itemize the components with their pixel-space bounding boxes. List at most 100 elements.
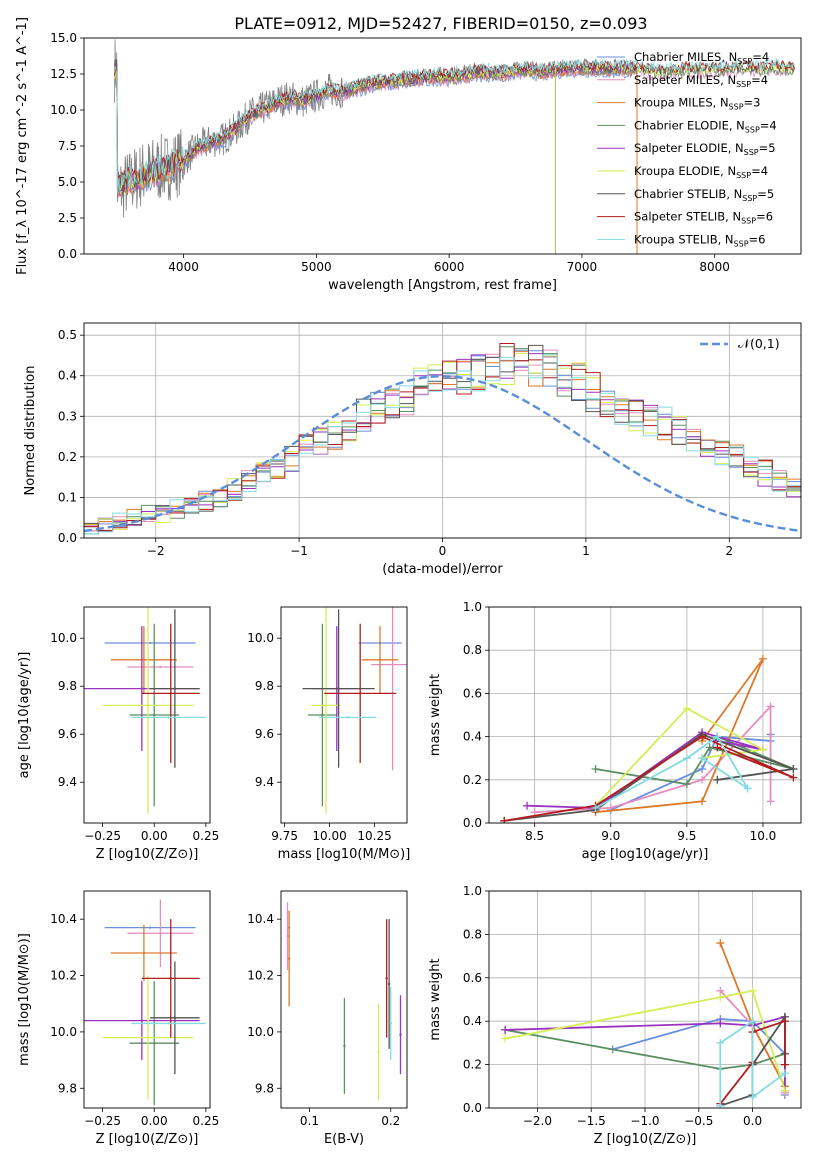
y-tick-label: 0.1: [58, 490, 77, 504]
y-tick-label: 9.4: [58, 775, 77, 789]
weight-marker: [716, 993, 725, 1002]
weight-marker: [682, 754, 691, 763]
x-tick-label: −0.5: [684, 1114, 713, 1128]
weight-marker: [500, 816, 509, 823]
legend-series-name: Kroupa STELIB, N: [634, 232, 734, 246]
errorbars: [84, 899, 206, 1106]
weight-marker: [501, 1025, 510, 1034]
x-axis-label: age [log10(age/yr)]: [582, 847, 709, 862]
y-tick-label: 0.6: [463, 686, 482, 700]
errorbars: [302, 607, 407, 814]
x-tick-label: 7000: [567, 260, 598, 274]
y-tick-label: 0.2: [58, 450, 77, 464]
weight-marker: [716, 939, 725, 948]
hist-step: [84, 354, 801, 535]
errorbar-center: [146, 704, 150, 707]
y-tick-label: 0.4: [463, 1014, 482, 1028]
legend-series-name: Chabrier MILES, N: [634, 50, 737, 64]
y-tick-label: 9.8: [255, 679, 274, 693]
legend-subscript: SSP: [742, 194, 757, 203]
errorbar-center: [287, 957, 291, 960]
y-tick-label: 0.6: [463, 971, 482, 985]
y-tick-label: 5.0: [58, 175, 77, 189]
errorbar-center: [148, 926, 152, 929]
weight-lines: [501, 939, 789, 1108]
legend-subscript: SSP: [736, 171, 751, 180]
legend-nssp: =3: [744, 96, 761, 110]
x-tick-label: 0.00: [141, 1114, 168, 1128]
z-mass-panel: −0.25 0.00 0.25 9.8 10.0 10.2 10.4 Z [log10(Z/Z…: [17, 890, 219, 1147]
axes-frame: [488, 606, 802, 824]
legend-subscript: SSP: [734, 239, 749, 248]
errorbar-center: [377, 1050, 380, 1053]
hist-step: [84, 344, 801, 532]
weight-marker: [705, 743, 714, 752]
axes-frame: [280, 606, 408, 824]
legend-label: 𝒩(0,1): [738, 336, 780, 351]
legend-nssp: =4: [760, 118, 777, 132]
z-age-panel: −0.25 0.00 0.25 9.4 9.6 9.8 10.0 Z [log10(Z/Z⊙)…: [17, 606, 219, 862]
errorbar-center: [389, 1022, 392, 1025]
y-tick-label: 0.0: [58, 531, 77, 545]
weight-marker: [716, 1019, 725, 1028]
y-tick-label: 0.8: [463, 643, 482, 657]
legend-subscript: SSP: [744, 148, 759, 157]
legend-nssp: =4: [751, 73, 768, 87]
legend-subscript: SSP: [741, 217, 756, 226]
x-axis-label: Z [log10(Z/Z⊙)]: [96, 847, 199, 862]
legend-nssp: =6: [749, 232, 766, 246]
y-tick-label: 0.5: [58, 328, 77, 342]
model-line-kroupa-stelib: [114, 57, 795, 194]
weight-marker: [713, 732, 722, 741]
histograms: [84, 343, 801, 535]
z-weight-panel: −2.0 −1.5 −1.0 −0.5 0.0 0.0 0.2 0.4 0.6 0.8 1.0 Z […: [428, 884, 802, 1147]
normal-curve: [84, 374, 801, 533]
y-axis-label: mass [log10(M/M⊙)]: [17, 933, 32, 1066]
weight-marker: [591, 765, 600, 773]
y-tick-label: 0.0: [463, 816, 482, 830]
x-tick-label: 0.2: [381, 1114, 400, 1128]
x-tick-label: 2: [725, 544, 733, 558]
y-tick-label: 0.8: [463, 927, 482, 941]
legend-series-name: Salpeter MILES, N: [634, 73, 736, 87]
weight-marker: [758, 654, 767, 663]
legend-label: Kroupa MILES, NSSP=3: [634, 96, 760, 112]
errorbar-center: [387, 982, 391, 986]
x-axis-label: E(B-V): [324, 1132, 364, 1147]
y-tick-label: 12.5: [50, 67, 77, 81]
errorbar-center: [153, 713, 156, 717]
legend-nssp: =5: [759, 141, 776, 155]
spectrum-panel: 4000 5000 6000 7000 8000 0.0 2.5 5.0 7.5 10.0 12.5…: [15, 17, 802, 293]
model-line-salpeter-elodie: [114, 60, 636, 196]
model-line-kroupa-miles: [114, 64, 636, 198]
y-tick-label: 10.0: [50, 631, 77, 645]
errorbar-center: [169, 692, 172, 695]
y-tick-label: 9.4: [255, 775, 274, 789]
y-tick-label: 0.2: [463, 1058, 482, 1072]
y-tick-label: 0.0: [58, 247, 77, 261]
legend-label: Salpeter MILES, NSSP=4: [634, 73, 768, 89]
age-weight-panel: 8.5 9.0 9.5 10.0 0.0 0.2 0.4 0.6 0.8 1.0 age [log1…: [428, 600, 802, 862]
errorbar-center: [146, 1036, 150, 1039]
weight-marker: [698, 797, 707, 806]
errorbar-center: [140, 1019, 144, 1022]
hist-step: [84, 353, 801, 527]
weight-marker: [523, 801, 532, 810]
y-tick-label: 0.2: [463, 773, 482, 787]
x-tick-label: 1: [582, 544, 590, 558]
residuals-panel: −2 −1 0 1 2 0.0 0.1 0.2 0.3 0.4 0.5 (data-model)/er…: [23, 322, 802, 577]
errorbar-center: [153, 1041, 156, 1045]
y-axis-label: age [log10(age/yr)]: [17, 652, 32, 779]
legend-label: Salpeter STELIB, NSSP=6: [634, 210, 773, 226]
errorbar-center: [343, 1044, 346, 1048]
figure-title: PLATE=0912, MJD=52427, FIBERID=0150, z=0…: [234, 14, 647, 33]
x-axis-label: (data-model)/error: [382, 562, 503, 577]
weight-marker: [780, 1086, 789, 1095]
legend-nssp: =5: [757, 187, 774, 201]
legend-subscript: SSP: [737, 57, 752, 66]
y-tick-label: 10.0: [50, 1025, 77, 1039]
x-tick-label: 0.00: [141, 829, 168, 843]
legend-nssp: =4: [751, 164, 768, 178]
legend-label: Kroupa STELIB, NSSP=6: [634, 232, 765, 248]
x-tick-label: −1.0: [630, 1114, 659, 1128]
